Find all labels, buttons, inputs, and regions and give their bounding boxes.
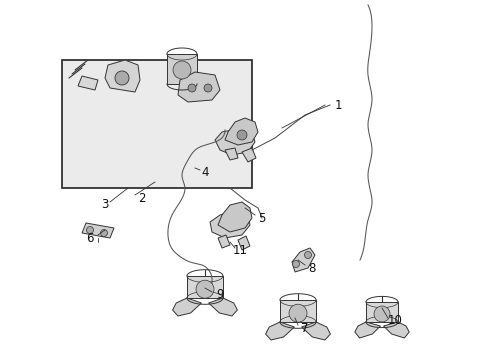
Polygon shape xyxy=(78,76,98,90)
Circle shape xyxy=(373,306,389,322)
Polygon shape xyxy=(224,118,258,145)
Polygon shape xyxy=(82,223,114,238)
Polygon shape xyxy=(172,298,201,316)
Text: 7: 7 xyxy=(301,321,308,334)
Text: 1: 1 xyxy=(334,99,341,112)
Circle shape xyxy=(237,130,246,140)
Circle shape xyxy=(187,84,196,92)
Text: 9: 9 xyxy=(216,288,224,302)
Polygon shape xyxy=(365,302,397,322)
Text: 4: 4 xyxy=(201,166,208,179)
Circle shape xyxy=(86,226,93,234)
Text: 8: 8 xyxy=(307,261,315,274)
Polygon shape xyxy=(218,202,251,232)
Circle shape xyxy=(288,304,306,322)
Text: 11: 11 xyxy=(232,243,247,256)
Text: 2: 2 xyxy=(138,192,145,204)
Circle shape xyxy=(173,61,191,79)
Polygon shape xyxy=(105,60,140,92)
Polygon shape xyxy=(291,248,314,272)
Polygon shape xyxy=(280,300,315,322)
Polygon shape xyxy=(301,322,330,340)
Polygon shape xyxy=(167,54,197,84)
Polygon shape xyxy=(215,128,254,155)
Circle shape xyxy=(101,230,107,237)
Polygon shape xyxy=(265,322,294,340)
Text: 3: 3 xyxy=(101,198,108,211)
Polygon shape xyxy=(354,322,380,338)
Circle shape xyxy=(304,252,311,258)
Bar xyxy=(62,60,251,188)
Polygon shape xyxy=(208,298,237,316)
Text: 10: 10 xyxy=(387,314,402,327)
Polygon shape xyxy=(209,210,249,238)
Polygon shape xyxy=(218,235,229,248)
Polygon shape xyxy=(224,148,238,160)
Polygon shape xyxy=(186,276,223,298)
Polygon shape xyxy=(383,322,408,338)
Polygon shape xyxy=(242,148,256,162)
Circle shape xyxy=(292,261,299,267)
Circle shape xyxy=(196,280,214,298)
Text: 6: 6 xyxy=(86,231,94,244)
Polygon shape xyxy=(238,236,249,250)
Circle shape xyxy=(115,71,129,85)
Text: 5: 5 xyxy=(258,211,265,225)
Polygon shape xyxy=(178,72,220,102)
Circle shape xyxy=(203,84,212,92)
